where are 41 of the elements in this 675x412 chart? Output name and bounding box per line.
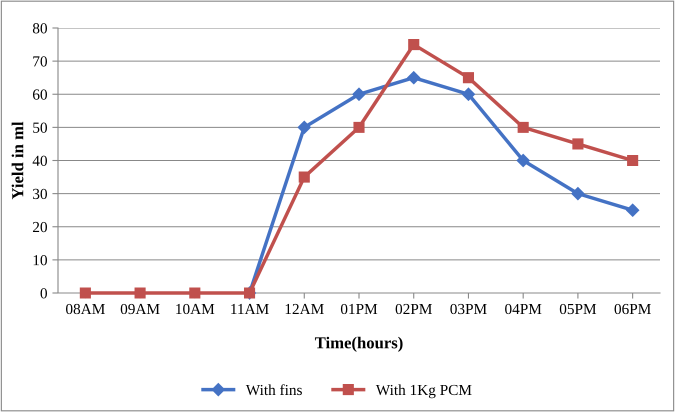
x-tick-label: 11AM bbox=[231, 304, 269, 314]
point bbox=[407, 71, 420, 84]
x-tick-label: 01PM bbox=[340, 304, 378, 314]
point bbox=[571, 187, 584, 200]
point bbox=[80, 287, 91, 299]
y-tick-label: 50 bbox=[33, 122, 47, 133]
x-tick-label: 09AM bbox=[120, 304, 160, 314]
x-tick-label: 02PM bbox=[396, 304, 432, 314]
x-tick-label: 03PM bbox=[450, 304, 487, 314]
point bbox=[627, 154, 638, 166]
y-tick-label: 20 bbox=[32, 222, 47, 232]
point bbox=[352, 88, 366, 101]
legend-label: With fins bbox=[246, 384, 302, 396]
point bbox=[298, 120, 311, 134]
x-tick-label: 10AM bbox=[176, 304, 214, 314]
y-tick-label: 0 bbox=[40, 288, 47, 298]
legend-label: With 1Kg PCM bbox=[376, 384, 472, 398]
x-tick-label: 05PM bbox=[560, 304, 596, 314]
point bbox=[462, 88, 476, 101]
x-tick-label: 04PM bbox=[505, 304, 542, 314]
y-tick-label: 10 bbox=[34, 255, 47, 266]
y-axis-title: Yield in ml bbox=[12, 122, 24, 200]
point bbox=[626, 204, 640, 217]
y-tick-label: 70 bbox=[33, 56, 47, 67]
point bbox=[134, 287, 146, 299]
x-tick-label: 08AM bbox=[66, 304, 105, 314]
y-tick-label: 80 bbox=[32, 23, 47, 34]
point bbox=[408, 39, 420, 50]
y-tick-label: 40 bbox=[32, 156, 47, 166]
point bbox=[462, 72, 474, 84]
x-tick-label: 12AM bbox=[286, 304, 324, 314]
point bbox=[189, 287, 200, 299]
point bbox=[518, 122, 529, 133]
y-tick-label: 30 bbox=[33, 188, 47, 200]
point bbox=[572, 138, 584, 150]
point bbox=[516, 154, 530, 168]
point bbox=[353, 122, 365, 133]
y-tick-label: 60 bbox=[32, 89, 47, 100]
x-axis-title: Time(hours) bbox=[314, 336, 403, 352]
point bbox=[298, 172, 310, 183]
x-tick-label: 06PM bbox=[614, 304, 651, 314]
